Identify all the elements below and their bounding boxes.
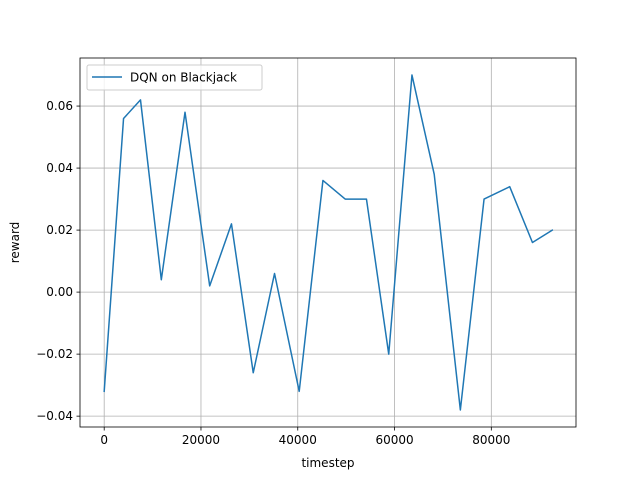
x-tick-label: 60000 bbox=[375, 433, 413, 447]
y-axis-label: reward bbox=[8, 222, 22, 264]
x-tick-label: 20000 bbox=[182, 433, 220, 447]
axis-ticks: 0 20000 40000 60000 80000 −0.04 −0.02 0.00 0.02 0… bbox=[36, 99, 510, 447]
y-tick-label: −0.02 bbox=[36, 347, 73, 361]
series-layer bbox=[103, 74, 554, 411]
legend-box bbox=[86, 64, 263, 91]
y-tick-label: 0.06 bbox=[46, 99, 73, 113]
grid-lines bbox=[80, 58, 576, 427]
x-tick-label: 80000 bbox=[472, 433, 510, 447]
x-axis-label: timestep bbox=[301, 456, 354, 470]
legend: DQN on Blackjack bbox=[86, 64, 263, 91]
y-tick-label: −0.04 bbox=[36, 409, 73, 423]
y-tick-label: 0.02 bbox=[46, 223, 73, 237]
series-line bbox=[103, 74, 554, 411]
x-tick-label: 0 bbox=[100, 433, 108, 447]
plot-frame bbox=[79, 57, 577, 428]
x-tick-label: 40000 bbox=[279, 433, 317, 447]
y-tick-label: 0.04 bbox=[46, 161, 73, 175]
y-tick-label: 0.00 bbox=[46, 285, 73, 299]
legend-label: DQN on Blackjack bbox=[130, 71, 237, 85]
